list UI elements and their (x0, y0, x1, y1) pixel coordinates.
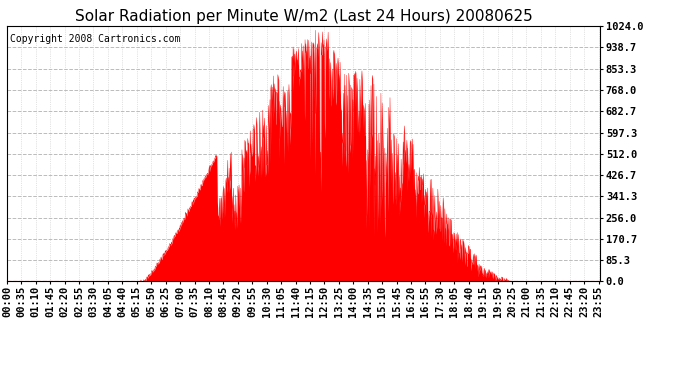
Text: Copyright 2008 Cartronics.com: Copyright 2008 Cartronics.com (10, 34, 180, 44)
Title: Solar Radiation per Minute W/m2 (Last 24 Hours) 20080625: Solar Radiation per Minute W/m2 (Last 24… (75, 9, 533, 24)
